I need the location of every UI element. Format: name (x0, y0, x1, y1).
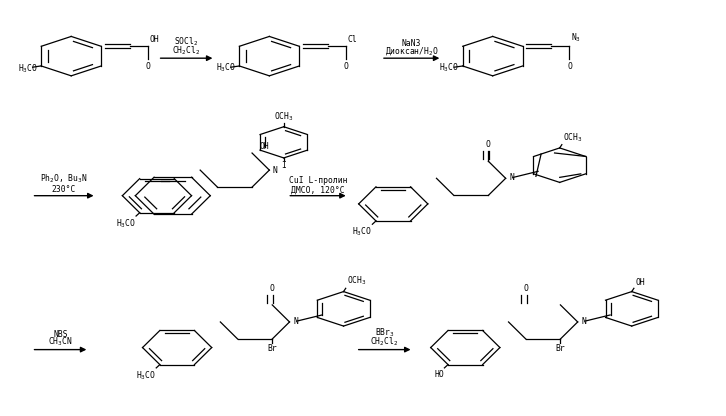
Text: H$_3$CO: H$_3$CO (17, 62, 38, 75)
Text: OCH$_3$: OCH$_3$ (347, 275, 367, 287)
Text: O: O (567, 62, 572, 71)
Text: OH: OH (150, 35, 159, 44)
Text: HO: HO (435, 369, 444, 379)
Text: N$_3$: N$_3$ (571, 32, 581, 44)
Text: CH$_2$Cl$_2$: CH$_2$Cl$_2$ (172, 45, 200, 57)
Text: O: O (270, 284, 274, 292)
Text: CuI L-пролин: CuI L-пролин (289, 176, 347, 186)
Text: N: N (582, 317, 586, 326)
Text: BBr$_3$: BBr$_3$ (375, 327, 394, 339)
Text: ДМСО, 120°C: ДМСО, 120°C (291, 186, 345, 194)
Text: N: N (273, 166, 278, 175)
Text: OH: OH (259, 142, 269, 151)
Text: CH$_3$CN: CH$_3$CN (48, 336, 73, 348)
Text: OH: OH (635, 278, 645, 287)
Text: SOCl$_2$: SOCl$_2$ (174, 35, 199, 48)
Text: CH$_2$Cl$_2$: CH$_2$Cl$_2$ (370, 336, 399, 348)
Text: O: O (486, 140, 491, 149)
Text: NBS: NBS (53, 330, 68, 339)
Text: NaN3: NaN3 (402, 39, 421, 48)
Text: I: I (281, 161, 286, 170)
Text: O: O (523, 284, 529, 292)
Text: O: O (343, 62, 348, 71)
Text: Ph$_2$O, Bu$_3$N: Ph$_2$O, Bu$_3$N (40, 173, 88, 186)
Text: H$_3$CO: H$_3$CO (352, 226, 372, 238)
Text: OCH$_3$: OCH$_3$ (563, 131, 583, 144)
Text: N: N (293, 317, 298, 326)
Text: H$_3$CO: H$_3$CO (216, 62, 236, 74)
Text: Br: Br (555, 344, 566, 353)
Text: H$_3$CO: H$_3$CO (439, 62, 459, 74)
Text: Диоксан/H$_2$O: Диоксан/H$_2$O (385, 45, 439, 57)
Text: O: O (145, 62, 150, 71)
Text: Br: Br (267, 344, 277, 353)
Text: N: N (509, 173, 514, 182)
Text: H$_3$CO: H$_3$CO (116, 218, 136, 230)
Text: OCH$_3$: OCH$_3$ (274, 110, 293, 123)
Text: 230°C: 230°C (52, 186, 76, 194)
Text: H$_3$CO: H$_3$CO (136, 369, 156, 382)
Text: Cl: Cl (348, 35, 357, 44)
